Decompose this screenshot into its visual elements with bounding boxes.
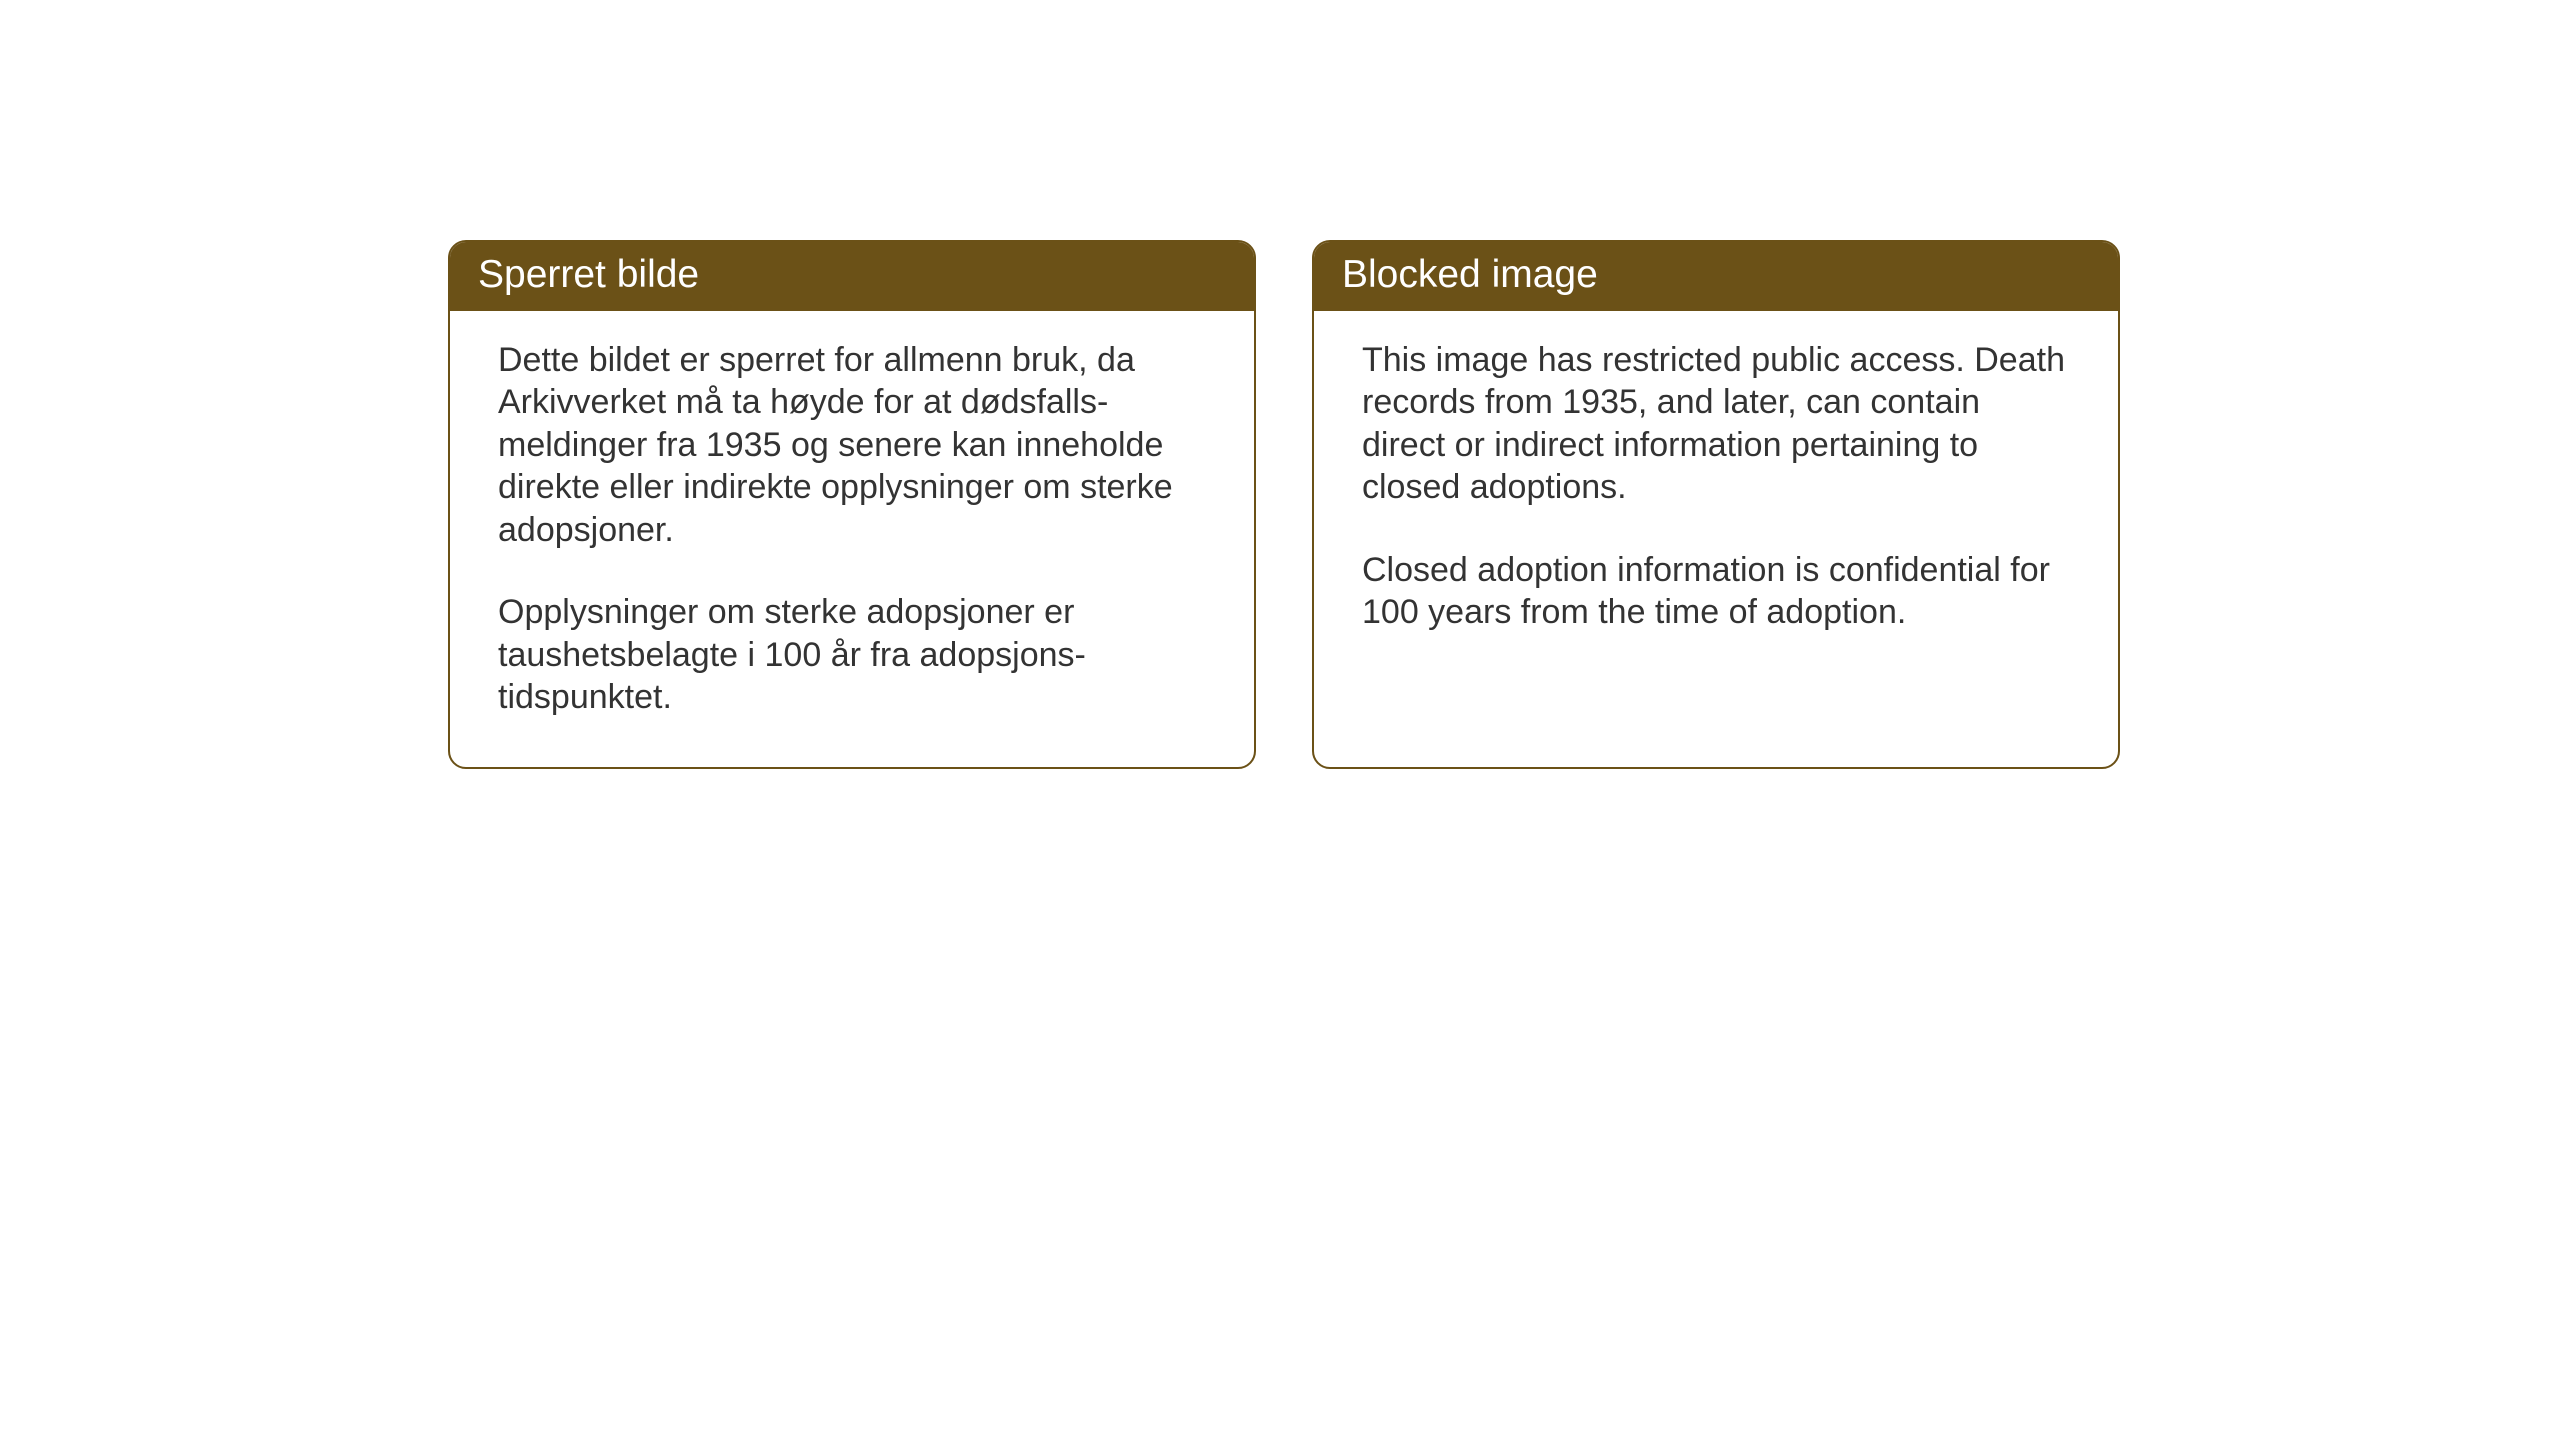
panel-english-paragraph-1: This image has restricted public access.… — [1362, 339, 2070, 509]
panel-english-header: Blocked image — [1314, 242, 2118, 311]
panel-norwegian-header: Sperret bilde — [450, 242, 1254, 311]
notice-container: Sperret bilde Dette bildet er sperret fo… — [448, 240, 2120, 769]
panel-english-title: Blocked image — [1342, 253, 1598, 296]
panel-norwegian-body: Dette bildet er sperret for allmenn bruk… — [450, 311, 1254, 767]
panel-english-paragraph-2: Closed adoption information is confident… — [1362, 549, 2070, 634]
panel-norwegian-paragraph-2: Opplysninger om sterke adopsjoner er tau… — [498, 591, 1206, 719]
panel-english: Blocked image This image has restricted … — [1312, 240, 2120, 769]
panel-norwegian-paragraph-1: Dette bildet er sperret for allmenn bruk… — [498, 339, 1206, 552]
panel-norwegian-title: Sperret bilde — [478, 253, 699, 296]
panel-english-body: This image has restricted public access.… — [1314, 311, 2118, 767]
panel-norwegian: Sperret bilde Dette bildet er sperret fo… — [448, 240, 1256, 769]
